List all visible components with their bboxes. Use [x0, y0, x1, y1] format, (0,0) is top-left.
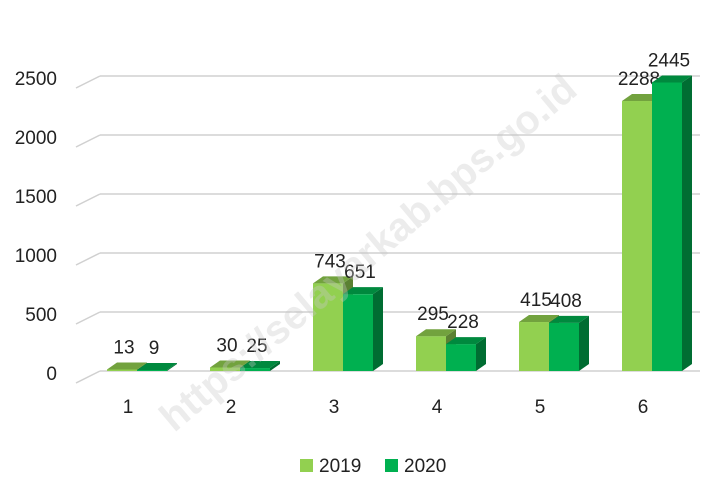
- grid-line: [75, 193, 101, 207]
- grid-line: [75, 370, 101, 384]
- value-label: 295: [417, 304, 449, 325]
- legend-label: 2020: [404, 456, 446, 477]
- x-tick-label: 6: [638, 397, 649, 418]
- grid-line: [75, 311, 101, 325]
- y-tick-label: 2000: [15, 128, 57, 149]
- bar: [622, 101, 652, 372]
- value-label: 25: [246, 336, 267, 357]
- value-label: 30: [216, 335, 237, 356]
- grid-line: [75, 134, 101, 148]
- bar-top: [210, 360, 250, 368]
- value-label: 651: [344, 262, 376, 283]
- legend-swatch: [385, 459, 398, 472]
- value-label: 415: [520, 290, 552, 311]
- value-label: 9: [149, 338, 160, 359]
- bar: [137, 369, 167, 371]
- value-label: 408: [550, 291, 582, 312]
- bar: [549, 322, 579, 371]
- bar: [446, 344, 476, 371]
- bar: [240, 368, 270, 371]
- y-tick-label: 2500: [15, 69, 57, 90]
- bar-side: [476, 337, 486, 371]
- x-tick-label: 3: [329, 397, 340, 418]
- value-label: 2288: [618, 69, 660, 90]
- legend-label: 2019: [319, 456, 361, 477]
- bar-top: [343, 287, 383, 295]
- bar-top: [416, 329, 456, 337]
- bar-side: [682, 75, 692, 372]
- bar: [416, 336, 446, 371]
- bar-top: [519, 315, 559, 323]
- y-tick-label: 1000: [15, 246, 57, 267]
- bar: [519, 322, 549, 371]
- value-label: 743: [314, 251, 346, 272]
- bar-side: [270, 361, 280, 371]
- bar: [652, 82, 682, 372]
- grid-line: [75, 252, 101, 266]
- x-tick-label: 1: [123, 397, 134, 418]
- y-tick-label: 500: [25, 305, 57, 326]
- y-tick-label: 1500: [15, 187, 57, 208]
- value-label: 228: [447, 312, 479, 333]
- bar: [313, 283, 343, 371]
- x-tick-label: 5: [535, 397, 546, 418]
- bar-top: [652, 75, 692, 83]
- bar-side: [373, 287, 383, 371]
- bar: [107, 369, 137, 371]
- bar-top: [313, 276, 353, 284]
- bar-side: [579, 315, 589, 371]
- x-tick-label: 2: [226, 397, 237, 418]
- bar-top: [446, 337, 486, 345]
- y-tick-label: 0: [46, 364, 57, 385]
- value-label: 13: [113, 337, 134, 358]
- bar-top: [107, 362, 147, 370]
- value-label: 2445: [648, 51, 690, 72]
- bar: [210, 367, 240, 371]
- bar-top: [240, 361, 280, 369]
- grid-line: [75, 75, 101, 89]
- legend-swatch: [300, 459, 313, 472]
- bar-top: [549, 315, 589, 323]
- bar-top: [137, 362, 177, 370]
- bar-side: [167, 362, 177, 371]
- bar: [343, 294, 373, 371]
- x-tick-label: 4: [432, 397, 443, 418]
